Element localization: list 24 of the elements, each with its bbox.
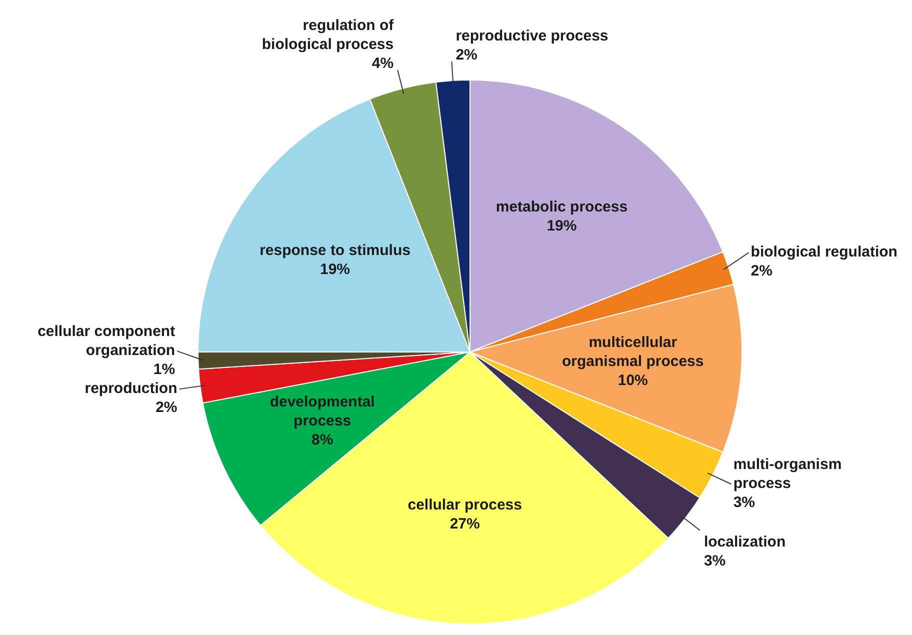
data-label: 2% [456, 46, 478, 64]
slice-label: regulation of biological process [262, 17, 395, 54]
slice-label: biological regulation [750, 244, 898, 261]
data-label: 3% [704, 552, 726, 570]
slice-label: developmental process [270, 393, 375, 430]
data-label: 10% [618, 372, 648, 390]
data-label: 19% [320, 260, 350, 278]
data-label: 4% [372, 55, 394, 72]
data-label: 1% [153, 361, 176, 378]
data-label: 3% [733, 494, 756, 512]
slice-label: response to stimulus [260, 242, 410, 259]
slice-label: multi-organism process [733, 456, 842, 492]
data-label: 27% [450, 516, 480, 533]
data-label: 19% [546, 217, 577, 234]
slice-label: cellular component organization [38, 323, 176, 360]
slice-label: localization [704, 533, 786, 550]
data-label: 2% [156, 399, 178, 416]
data-label: 2% [750, 262, 772, 280]
slice-label: reproduction [84, 380, 178, 398]
data-label: 8% [311, 431, 334, 448]
slice-label: metabolic process [496, 198, 628, 216]
slice-label: multicellular organismal process [562, 334, 704, 370]
slice-label: reproductive process [456, 28, 608, 45]
slice-label: cellular process [408, 496, 522, 514]
